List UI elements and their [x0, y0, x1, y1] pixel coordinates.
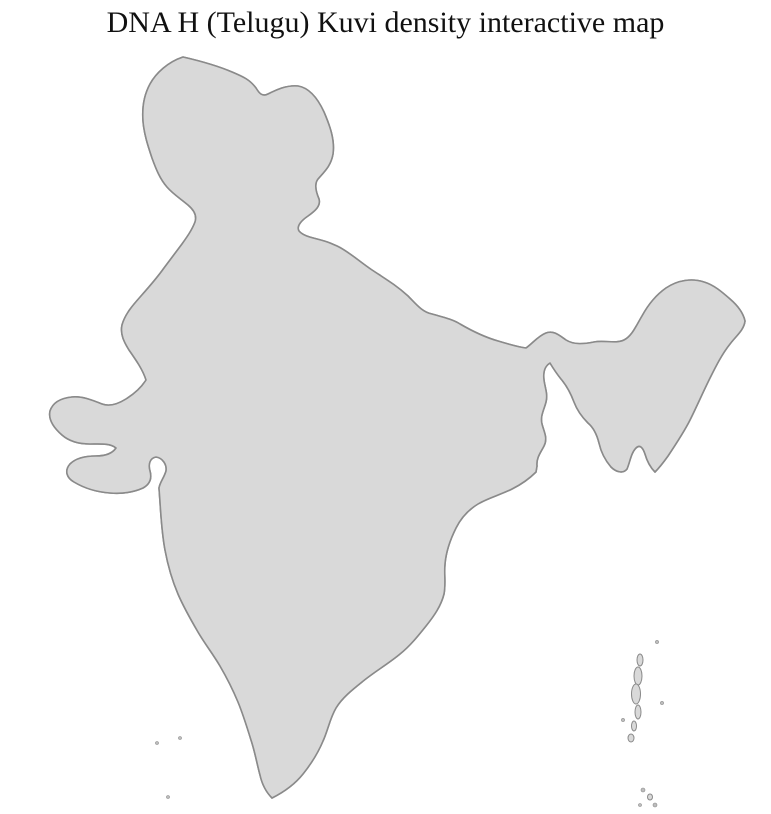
region-udupi-coast[interactable]: [201, 697, 219, 730]
lakshadweep-islands[interactable]: [155, 736, 182, 799]
andaman-nicobar-islands[interactable]: [621, 640, 664, 808]
coastline: [48, 56, 746, 799]
